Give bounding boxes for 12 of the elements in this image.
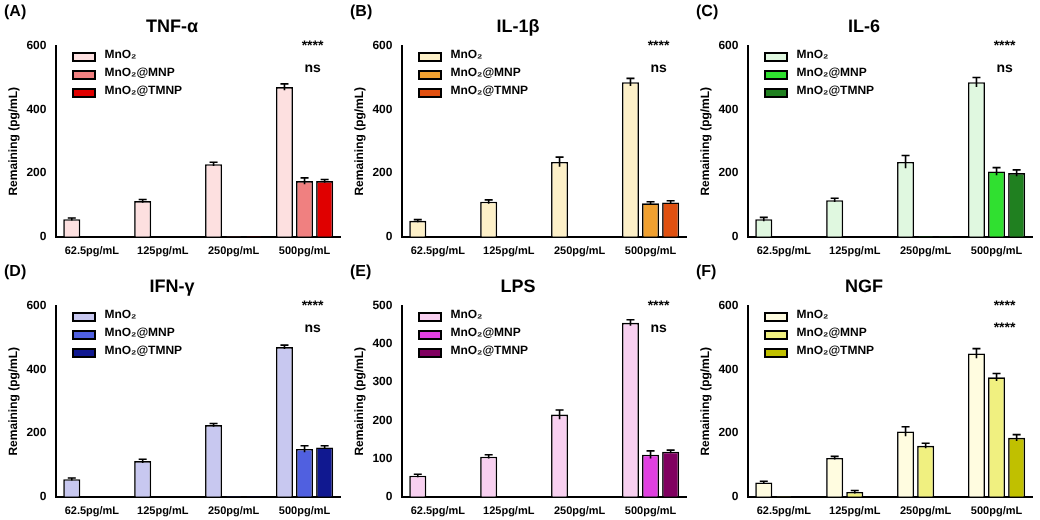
text: (E) (350, 262, 372, 280)
chart-title: LPS (500, 275, 536, 296)
chart-title: IL-1β (496, 15, 541, 36)
text: (A) (4, 2, 27, 20)
text: (F) (696, 262, 717, 280)
chart-title: TNF-α (145, 15, 199, 36)
text: (C) (696, 2, 719, 20)
chart-title: NGF (845, 275, 884, 296)
chart-title: IFN-γ (149, 275, 195, 296)
chart-title: IL-6 (847, 15, 881, 36)
text: (D) (4, 262, 27, 280)
text: (B) (350, 2, 373, 20)
